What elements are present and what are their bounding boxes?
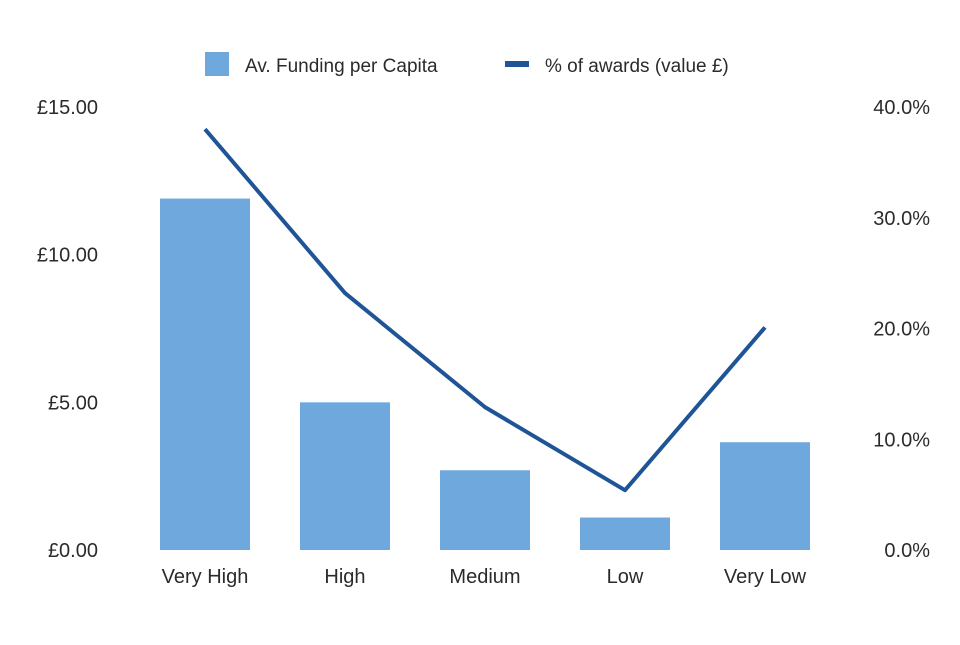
x-axis-category-label: Very High — [162, 566, 249, 588]
legend-label: % of awards (value £) — [545, 56, 729, 77]
bar — [160, 199, 250, 550]
right-axis-tick-label: 40.0% — [873, 97, 930, 119]
x-axis-category-label: High — [324, 566, 365, 588]
left-axis-tick-label: £10.00 — [37, 245, 98, 267]
legend: Av. Funding per Capita % of awards (value… — [205, 52, 729, 77]
line-swatch-icon — [505, 61, 529, 67]
x-axis: Very High High Medium Low Very Low — [162, 566, 807, 588]
left-axis-tick-label: £0.00 — [48, 540, 98, 562]
right-axis-tick-label: 10.0% — [873, 429, 930, 451]
right-axis-tick-label: 30.0% — [873, 208, 930, 230]
bar — [440, 470, 530, 550]
square-swatch-icon — [205, 52, 229, 76]
bar — [720, 442, 810, 550]
left-axis: £0.00 £5.00 £10.00 £15.00 — [37, 97, 98, 562]
right-axis-tick-label: 0.0% — [884, 540, 930, 562]
legend-label: Av. Funding per Capita — [245, 56, 438, 77]
line-path — [205, 129, 765, 490]
x-axis-category-label: Low — [607, 566, 644, 588]
right-axis: 0.0% 10.0% 20.0% 30.0% 40.0% — [873, 97, 930, 562]
right-axis-tick-label: 20.0% — [873, 319, 930, 341]
line-series — [205, 129, 765, 490]
bar-series — [160, 199, 810, 550]
bar — [580, 518, 670, 550]
left-axis-tick-label: £15.00 — [37, 97, 98, 119]
x-axis-category-label: Medium — [449, 566, 520, 588]
x-axis-category-label: Very Low — [724, 566, 807, 588]
bar — [300, 402, 390, 550]
left-axis-tick-label: £5.00 — [48, 392, 98, 414]
